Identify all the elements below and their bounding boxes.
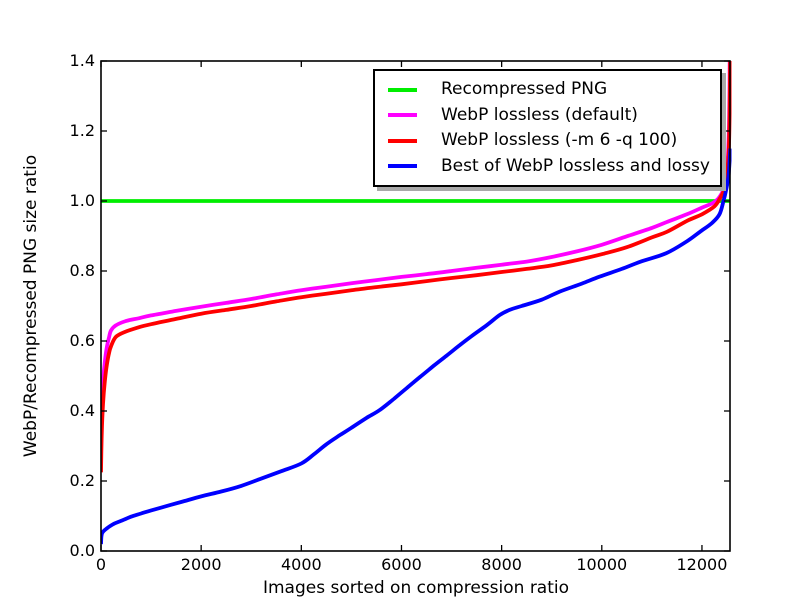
legend-label: Recompressed PNG — [441, 79, 608, 100]
y-tick-label: 0.4 — [69, 401, 95, 420]
x-axis-title: Images sorted on compression ratio — [262, 578, 570, 598]
y-tick-label: 0.6 — [69, 331, 95, 350]
y-tick-label: 0.2 — [69, 471, 95, 490]
legend-line-swatch — [388, 138, 417, 143]
legend-item: WebP lossless (-m 6 -q 100) — [388, 131, 712, 150]
y-tick-label: 0.8 — [69, 261, 95, 280]
legend-label: Best of WebP lossless and lossy — [441, 155, 710, 176]
y-tick-label: 1.4 — [69, 51, 95, 70]
x-tick-label: 8000 — [481, 555, 522, 574]
x-tick-label: 12000 — [676, 555, 728, 574]
x-tick-label: 6000 — [381, 555, 422, 574]
legend-item: Best of WebP lossless and lossy — [388, 157, 712, 176]
plot-area — [100, 60, 732, 545]
legend-label: WebP lossless (-m 6 -q 100) — [441, 130, 678, 151]
axes-frame — [100, 60, 731, 552]
y-tick-label: 1.0 — [69, 191, 95, 210]
y-tick-label: 1.2 — [69, 121, 95, 140]
legend-line-swatch — [388, 164, 417, 169]
legend-item: Recompressed PNG — [388, 80, 712, 99]
legend-line-swatch — [388, 113, 417, 118]
series-line-best-of-webp-lossless-and-lossy — [100, 148, 732, 545]
legend-label: WebP lossless (default) — [441, 104, 638, 125]
y-tick-label: 0.0 — [69, 541, 95, 560]
legend: Recompressed PNG WebP lossless (default) W… — [373, 69, 722, 187]
x-tick-label: 10000 — [576, 555, 628, 574]
x-tick-label: 2000 — [180, 555, 222, 574]
series-line-webp-lossless-default — [100, 60, 732, 457]
series-line-webp-lossless-m-6-q-100 — [100, 60, 732, 473]
x-tick-label: 4000 — [280, 555, 322, 574]
tick-marks — [100, 60, 730, 552]
legend-item: WebP lossless (default) — [388, 106, 712, 125]
legend-line-swatch — [388, 87, 417, 92]
x-tick-label: 0 — [95, 555, 107, 574]
